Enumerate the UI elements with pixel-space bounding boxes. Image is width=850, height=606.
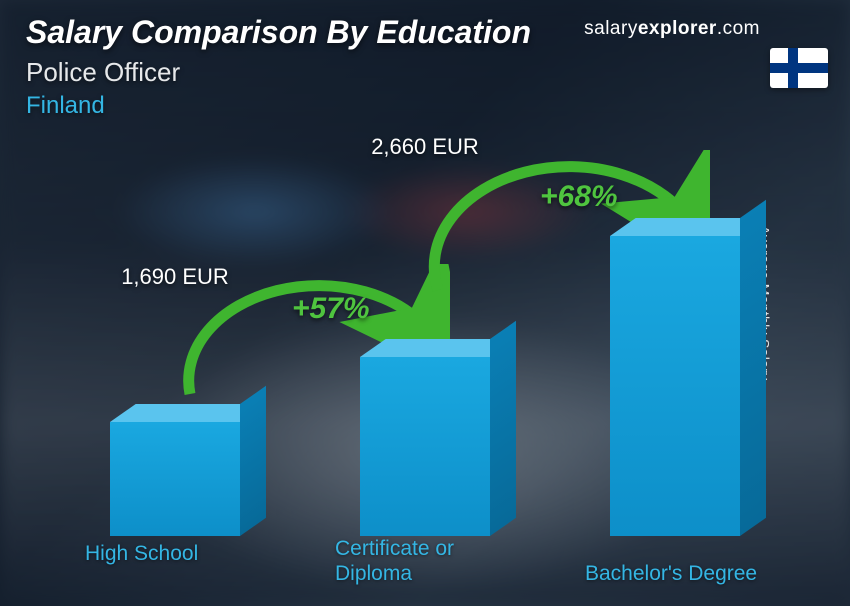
bar-side-face [490,321,516,536]
chart-subtitle: Police Officer [26,57,531,88]
bar-bachelors-degree: 4,460 EUR [600,236,750,536]
brand-part2: explorer [638,18,717,39]
bar-high-school: 1,690 EUR [100,422,250,536]
bar-label: High School [85,541,265,566]
chart-title: Salary Comparison By Education [26,14,531,51]
content-layer: Salary Comparison By Education Police Of… [0,0,850,606]
increase-label-1: +57% [292,292,370,326]
bar-label: Certificate or Diploma [335,536,515,586]
header: Salary Comparison By Education Police Of… [26,14,531,120]
bar-side-face [740,200,766,536]
brand-logo: salaryexplorer.com [584,18,760,40]
bar-shape [110,422,240,536]
bar-certificate-diploma: 2,660 EUR [350,357,500,536]
bar-label: Bachelor's Degree [585,561,765,586]
brand-part3: .com [717,18,760,39]
increase-label-2: +68% [540,180,618,214]
chart-country: Finland [26,92,531,120]
bar-shape [610,236,740,536]
bar-chart: +57% +68% 1,690 EUR High School 2,660 EU… [60,164,800,584]
bar-value: 2,660 EUR [335,134,515,160]
bar-side-face [240,386,266,536]
bar-shape [360,357,490,536]
finland-flag-icon [770,48,828,88]
bar-value: 1,690 EUR [85,264,265,290]
brand-part1: salary [584,18,638,39]
